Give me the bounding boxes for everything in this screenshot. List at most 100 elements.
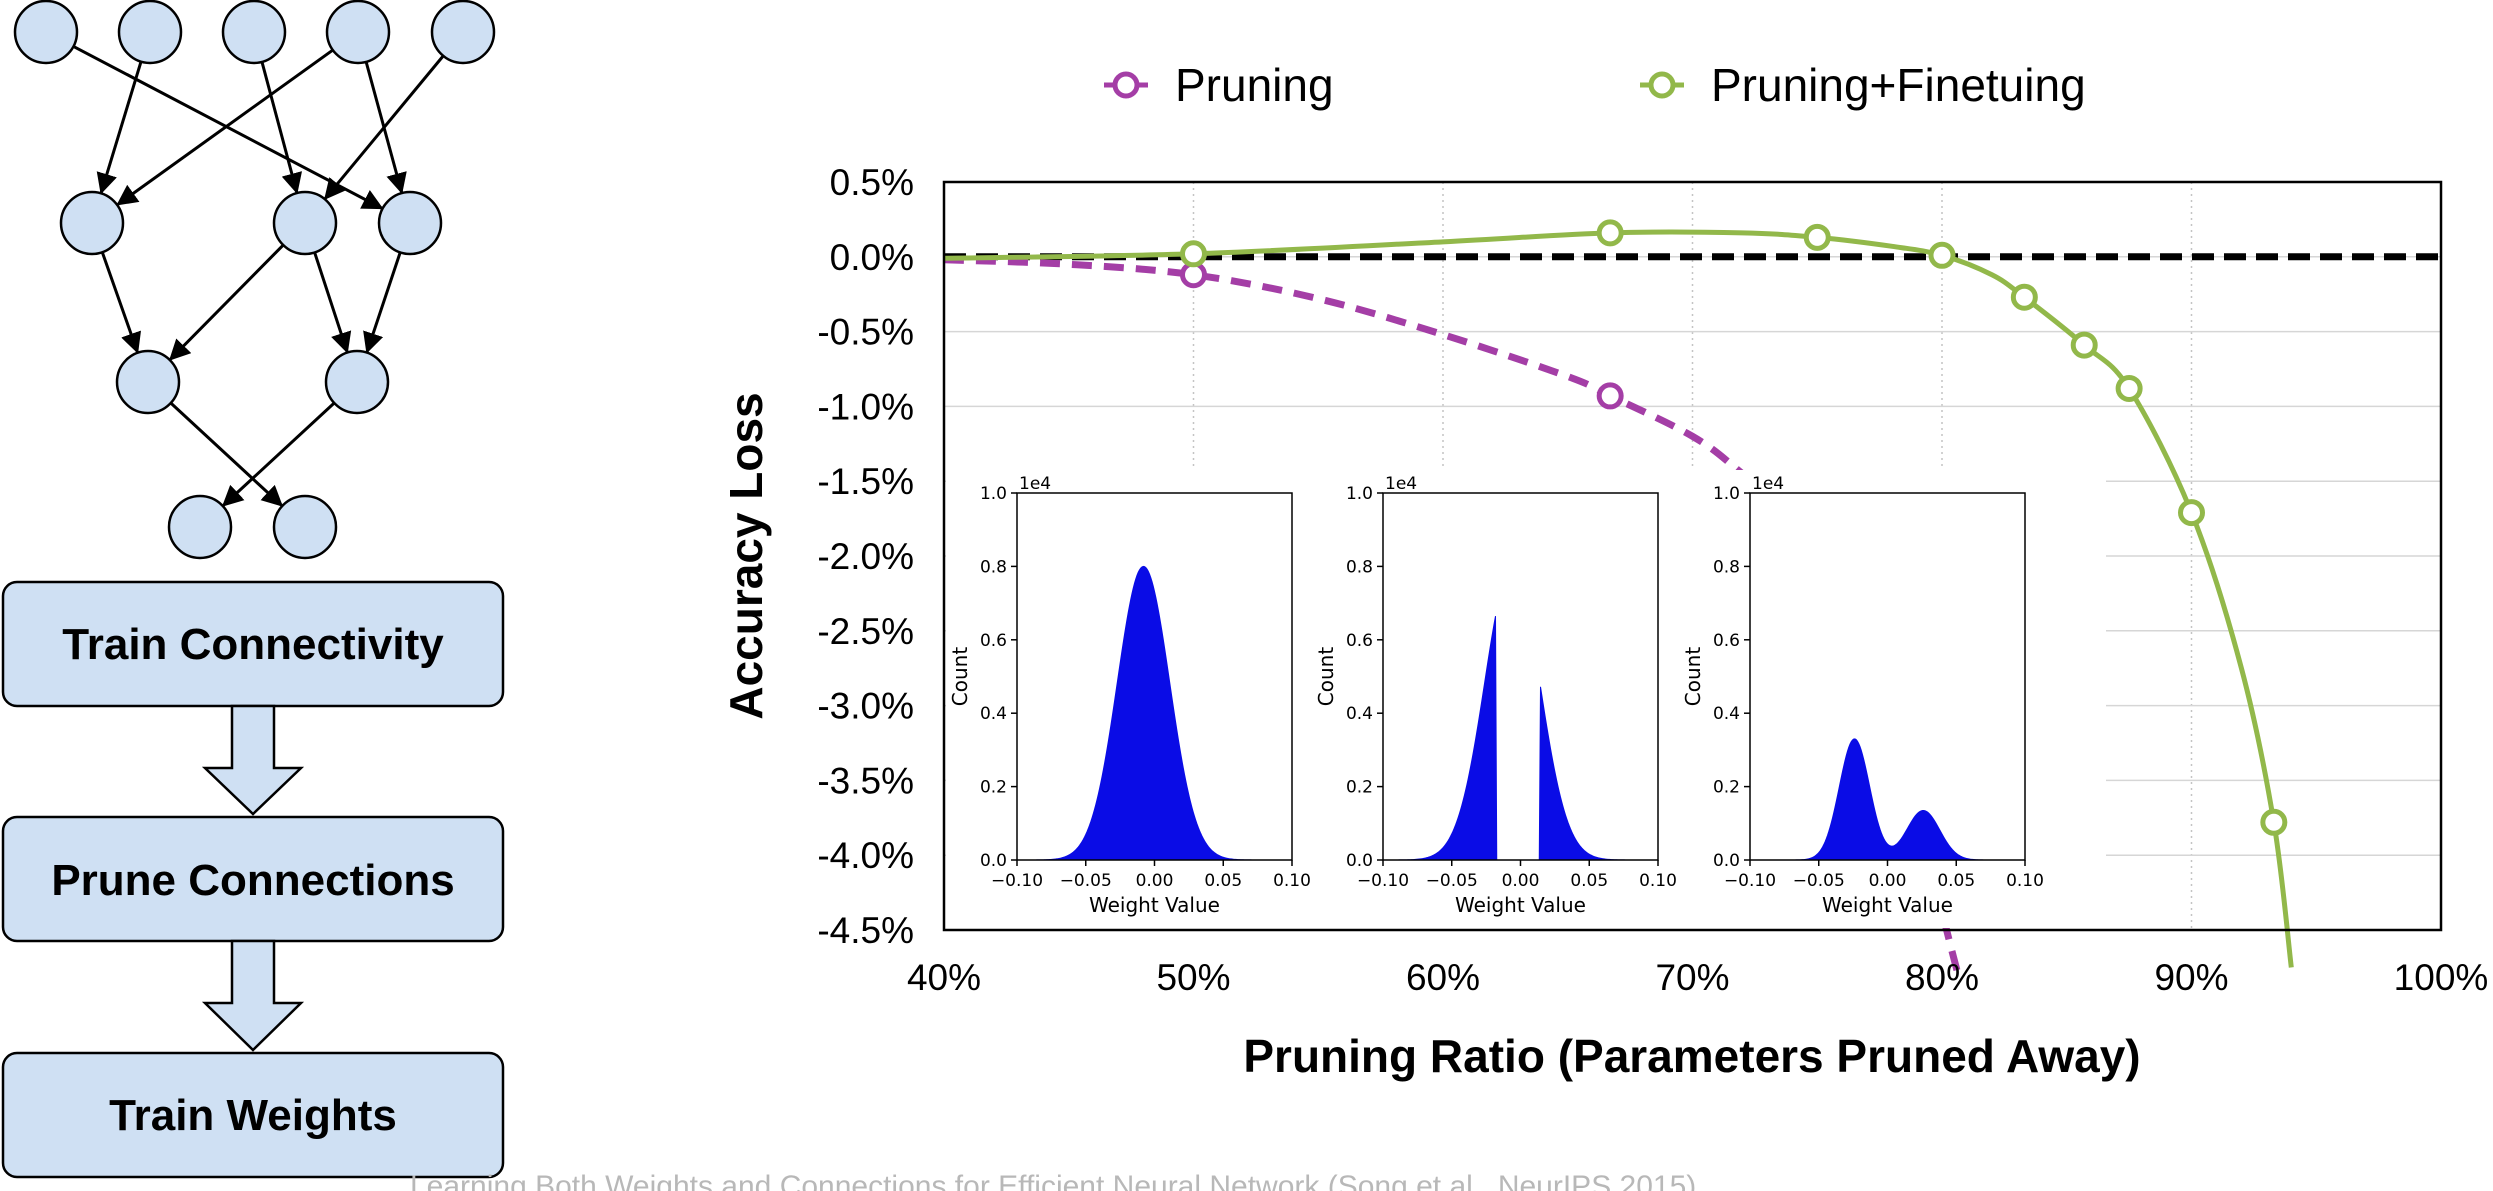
y-tick-label: 0.5% bbox=[830, 162, 914, 203]
network-node bbox=[117, 0, 183, 65]
y-tick-label: -1.5% bbox=[817, 461, 914, 502]
inset-y-tick-label: 0.4 bbox=[1346, 704, 1373, 724]
inset-x-axis-title: Weight Value bbox=[1089, 893, 1220, 917]
network-edge bbox=[313, 251, 352, 354]
legend-item-pruning-finetuning: Pruning+Finetuing bbox=[1640, 59, 2086, 111]
inset-x-tick-label: 0.00 bbox=[1502, 871, 1540, 891]
network-edge bbox=[169, 244, 285, 361]
legend-marker bbox=[1112, 71, 1140, 99]
weight-histogram-2: −0.10 −0.05 0.00 0.05 0.10 0.0 0.2 0.4 0.6 0.8 1.0… bbox=[1314, 474, 1677, 917]
network-edge bbox=[100, 251, 141, 354]
y-tick-label: -3.0% bbox=[817, 686, 914, 727]
weight-histogram-1: −0.10 −0.05 0.00 0.05 0.10 0.0 0.2 0.4 0.6 0.8 1.0… bbox=[948, 474, 1311, 917]
network-node bbox=[167, 494, 233, 560]
network-node bbox=[59, 190, 125, 256]
inset-y-tick-label: 0.2 bbox=[980, 778, 1007, 798]
inset-y-tick-label: 0.0 bbox=[980, 851, 1007, 871]
inset-x-tick-label: 0.00 bbox=[1869, 871, 1907, 891]
network-edge bbox=[260, 61, 303, 195]
down-arrow bbox=[201, 704, 305, 816]
data-point-pruning-finetuning bbox=[1928, 241, 1956, 269]
inset-y-tick-label: 0.2 bbox=[1713, 778, 1740, 798]
network-nodes bbox=[13, 0, 496, 560]
down-arrow bbox=[201, 939, 305, 1052]
inset-x-tick-label: −0.10 bbox=[1724, 871, 1776, 891]
network-node bbox=[115, 349, 181, 415]
x-tick-label: 80% bbox=[1905, 957, 1979, 998]
y-tick-label: -3.5% bbox=[817, 760, 914, 801]
inset-y-tick-label: 0.8 bbox=[980, 557, 1007, 577]
inset-x-tick-label: 0.05 bbox=[1204, 871, 1242, 891]
legend-label: Pruning+Finetuing bbox=[1711, 59, 2086, 111]
inset-x-tick-label: −0.10 bbox=[991, 871, 1043, 891]
data-point-pruning-finetuning bbox=[2010, 283, 2038, 311]
inset-y-tick-label: 0.6 bbox=[1713, 631, 1740, 651]
inset-x-tick-label: −0.05 bbox=[1426, 871, 1478, 891]
x-axis-title: Pruning Ratio (Parameters Pruned Away) bbox=[1243, 1030, 2140, 1082]
x-axis-ticks: 40% 50% 60% 70% 80% 90% 100% bbox=[907, 957, 2488, 998]
inset-y-tick-label: 1.0 bbox=[1713, 484, 1740, 504]
data-point-pruning-finetuning bbox=[2070, 331, 2098, 359]
x-tick-label: 70% bbox=[1655, 957, 1729, 998]
inset-x-tick-label: 0.05 bbox=[1570, 871, 1608, 891]
step-box bbox=[1, 1051, 505, 1179]
y-tick-label: -1.0% bbox=[817, 386, 914, 427]
data-point-pruning-finetuning bbox=[2115, 374, 2143, 402]
network-node bbox=[221, 0, 287, 65]
inset-x-tick-label: 0.10 bbox=[2006, 871, 2044, 891]
x-tick-label: 100% bbox=[2394, 957, 2489, 998]
inset-y-tick-label: 0.8 bbox=[1346, 557, 1373, 577]
network-node bbox=[324, 349, 390, 415]
legend: Pruning Pruning+Finetuing bbox=[1104, 59, 2086, 111]
inset-scale-label: 1e4 bbox=[1019, 474, 1051, 494]
inset-scale-label: 1e4 bbox=[1752, 474, 1784, 494]
y-tick-label: -0.5% bbox=[817, 312, 914, 353]
y-tick-label: -2.0% bbox=[817, 536, 914, 577]
plot-frame bbox=[942, 180, 2443, 932]
inset-y-tick-label: 0.2 bbox=[1346, 778, 1373, 798]
legend-marker bbox=[1648, 71, 1676, 99]
accuracy-loss-chart: −0.10 −0.05 0.00 0.05 0.10 0.0 0.2 0.4 0.6 0.8 1.0… bbox=[720, 59, 2488, 1082]
y-tick-label: 0.0% bbox=[830, 237, 914, 278]
step-prune-connections: Prune Connections bbox=[1, 815, 505, 943]
network-node bbox=[430, 0, 496, 65]
network-edge bbox=[324, 54, 445, 200]
inset-y-tick-label: 0.8 bbox=[1713, 557, 1740, 577]
data-point-pruning bbox=[1596, 382, 1624, 410]
inset-y-tick-label: 0.4 bbox=[980, 704, 1007, 724]
inset-x-tick-label: 0.10 bbox=[1273, 871, 1311, 891]
x-tick-label: 50% bbox=[1156, 957, 1230, 998]
inset-x-tick-label: −0.05 bbox=[1793, 871, 1845, 891]
y-axis-ticks: 0.5% 0.0% -0.5% -1.0% -1.5% -2.0% -2.5% -3.0% -3… bbox=[817, 162, 914, 951]
inset-y-tick-label: 1.0 bbox=[1346, 484, 1373, 504]
inset-scale-label: 1e4 bbox=[1385, 474, 1417, 494]
data-point-pruning-finetuning bbox=[1596, 219, 1624, 247]
network-edge bbox=[363, 251, 402, 354]
inset-x-tick-label: −0.10 bbox=[1357, 871, 1409, 891]
inset-x-axis-title: Weight Value bbox=[1455, 893, 1586, 917]
pruning-pipeline-diagram: Train Connectivity Prune Connections Tra… bbox=[1, 0, 505, 1179]
x-tick-label: 90% bbox=[2154, 957, 2228, 998]
network-node bbox=[377, 190, 443, 256]
data-point-pruning-finetuning bbox=[1803, 223, 1831, 251]
inset-x-tick-label: 0.00 bbox=[1136, 871, 1174, 891]
legend-label: Pruning bbox=[1175, 59, 1334, 111]
figure-caption: Learning Both Weights and Connections fo… bbox=[410, 1170, 1696, 1191]
y-tick-label: -2.5% bbox=[817, 611, 914, 652]
inset-y-tick-label: 0.6 bbox=[980, 631, 1007, 651]
inset-x-tick-label: 0.10 bbox=[1639, 871, 1677, 891]
network-edge bbox=[116, 48, 334, 206]
inset-y-tick-label: 0.0 bbox=[1713, 851, 1740, 871]
network-edges bbox=[72, 45, 445, 507]
inset-y-tick-label: 0.6 bbox=[1346, 631, 1373, 651]
y-tick-label: -4.5% bbox=[817, 910, 914, 951]
network-node bbox=[272, 190, 338, 256]
step-label: Train Connectivity bbox=[62, 620, 444, 669]
network-node bbox=[272, 494, 338, 560]
data-point-pruning-finetuning bbox=[2260, 808, 2288, 836]
inset-y-axis-title: Count bbox=[1314, 647, 1338, 707]
step-train-connectivity: Train Connectivity bbox=[1, 580, 505, 708]
y-axis-title: Accuracy Loss bbox=[720, 392, 772, 719]
inset-x-tick-label: 0.05 bbox=[1937, 871, 1975, 891]
